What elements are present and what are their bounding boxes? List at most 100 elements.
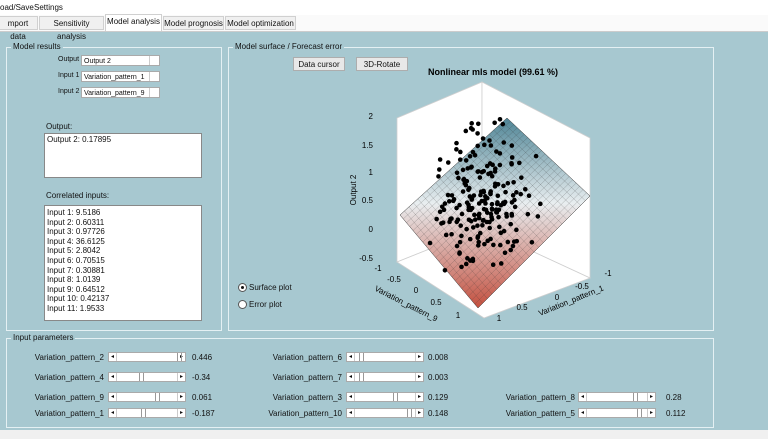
scatter-dot — [449, 216, 454, 221]
output-box[interactable]: Output 2: 0.17895 — [44, 133, 202, 178]
slider-label: Variation_pattern_1 — [34, 409, 104, 418]
scatter-dot — [459, 211, 465, 217]
z-tick-label: 1 — [369, 168, 374, 177]
z-tick-label: -0.5 — [359, 254, 373, 263]
slider-thumb[interactable] — [407, 409, 412, 417]
slider-thumb[interactable] — [359, 353, 364, 361]
dropdown[interactable]: Variation_pattern_1 — [81, 71, 160, 82]
list-item: Input 10: 0.42137 — [47, 294, 110, 304]
tab[interactable]: mport data — [0, 16, 38, 41]
x-tick-label: 0.5 — [430, 298, 442, 307]
scatter-dot — [467, 236, 473, 242]
scatter-dot — [480, 222, 485, 228]
scatter-dot — [442, 201, 448, 206]
scatter-dot — [522, 186, 528, 192]
dropdown[interactable]: Variation_pattern_9 — [81, 87, 160, 98]
slider-arrow[interactable]: ▸ — [415, 373, 423, 381]
x-tick-label: -1 — [374, 264, 382, 273]
slider[interactable]: ◂ ▸ — [108, 352, 186, 362]
scatter-dot — [500, 121, 506, 127]
slider-thumb[interactable] — [393, 393, 398, 401]
scatter-dot — [457, 157, 463, 162]
list-item: Input 7: 0.30881 — [47, 265, 105, 275]
slider-thumb[interactable] — [141, 409, 146, 417]
scatter-dot — [505, 239, 511, 245]
button[interactable]: Data cursor — [293, 57, 345, 71]
menu-item[interactable]: Settings — [34, 3, 63, 12]
slider[interactable]: ◂ ▸ — [346, 408, 424, 418]
slider-arrow[interactable]: ◂ — [347, 393, 355, 401]
slider[interactable]: ◂ ▸ — [578, 408, 656, 418]
correlated-box[interactable]: Input 1: 9.5186 Input 2: 0.60311 Input 3: … — [44, 205, 202, 321]
slider-arrow[interactable]: ▸ — [177, 373, 185, 381]
scatter-dot — [460, 167, 466, 173]
slider[interactable]: ◂ ▸ — [108, 408, 186, 418]
z-tick-label: 0.5 — [362, 196, 374, 205]
slider-arrow[interactable]: ◂ — [109, 373, 117, 381]
slider-arrow[interactable]: ▸ — [177, 409, 185, 417]
scatter-dot — [495, 193, 501, 199]
slider-arrow[interactable]: ◂ — [347, 373, 355, 381]
scatter-dot — [476, 169, 481, 174]
surface-mesh — [502, 121, 586, 201]
slider-arrow[interactable]: ▸ — [647, 409, 655, 417]
menu-item[interactable]: oad/Save — [0, 3, 34, 12]
slider-arrow[interactable]: ▸ — [415, 393, 423, 401]
dropdown[interactable]: Output 2 — [81, 55, 160, 66]
slider[interactable]: ◂ ▸ — [108, 392, 186, 402]
scatter-dot — [488, 190, 493, 196]
slider-thumb[interactable] — [359, 373, 364, 381]
scatter-dot — [509, 213, 515, 218]
scatter-dot — [495, 181, 501, 187]
slider-label: Variation_pattern_6 — [272, 353, 342, 362]
slider-arrow[interactable]: ◂ — [109, 393, 117, 401]
tab-active[interactable]: Model analysis — [105, 14, 162, 31]
tab[interactable]: Model prognosis — [163, 16, 224, 30]
x-tick-label: 1 — [456, 311, 461, 320]
slider-arrow[interactable]: ◂ — [579, 409, 587, 417]
tab[interactable]: Model optimization — [225, 16, 296, 30]
scatter-dot — [503, 189, 508, 195]
scatter-dot — [463, 158, 469, 163]
scatter-dot — [514, 190, 519, 195]
list-item: Input 1: 9.5186 — [47, 208, 101, 217]
scatter-dot — [480, 218, 486, 223]
slider-arrow[interactable]: ◂ — [109, 409, 117, 417]
scatter-dot — [502, 250, 508, 256]
scatter-dot — [485, 195, 490, 201]
scatter-dot — [449, 193, 455, 198]
slider-arrow[interactable]: ▸ — [415, 353, 423, 361]
slider-arrow[interactable]: ◂ — [579, 393, 587, 401]
list-item: Input 6: 0.70515 — [47, 255, 105, 265]
scatter-dot — [492, 169, 498, 174]
scatter-dot — [459, 264, 464, 270]
slider-arrow[interactable]: ▸ — [177, 393, 185, 401]
slider-thumb[interactable] — [155, 393, 160, 401]
scatter-dot — [470, 256, 476, 262]
slider-arrow[interactable]: ◂ — [109, 353, 117, 361]
slider-arrow[interactable]: ◂ — [347, 409, 355, 417]
slider-arrow[interactable]: ▸ — [647, 393, 655, 401]
slider-arrow[interactable]: ▸ — [415, 409, 423, 417]
slider-arrow[interactable]: ◂ — [347, 353, 355, 361]
output-text: Output 2: 0.17895 — [47, 135, 112, 144]
x-tick-label: 0 — [414, 286, 419, 295]
slider[interactable]: ◂ ▸ — [346, 392, 424, 402]
scatter-dot — [476, 239, 482, 245]
slider-thumb[interactable] — [139, 373, 144, 381]
button[interactable]: 3D-Rotate — [356, 57, 408, 71]
slider-thumb[interactable] — [633, 393, 638, 401]
slider[interactable]: ◂ ▸ — [346, 352, 424, 362]
slider-thumb[interactable] — [177, 353, 182, 361]
scatter-dot — [442, 268, 448, 273]
slider[interactable]: ◂ ▸ — [108, 372, 186, 382]
slider-thumb[interactable] — [637, 409, 642, 417]
scatter-dot — [509, 160, 514, 166]
radio[interactable] — [238, 300, 247, 309]
panel-title: Model results — [11, 42, 63, 51]
scatter-dot — [504, 211, 509, 217]
tab[interactable]: Sensitivity analysis — [39, 16, 104, 41]
slider[interactable]: ◂ ▸ — [346, 372, 424, 382]
slider[interactable]: ◂ ▸ — [578, 392, 656, 402]
radio-checked[interactable] — [238, 283, 247, 292]
